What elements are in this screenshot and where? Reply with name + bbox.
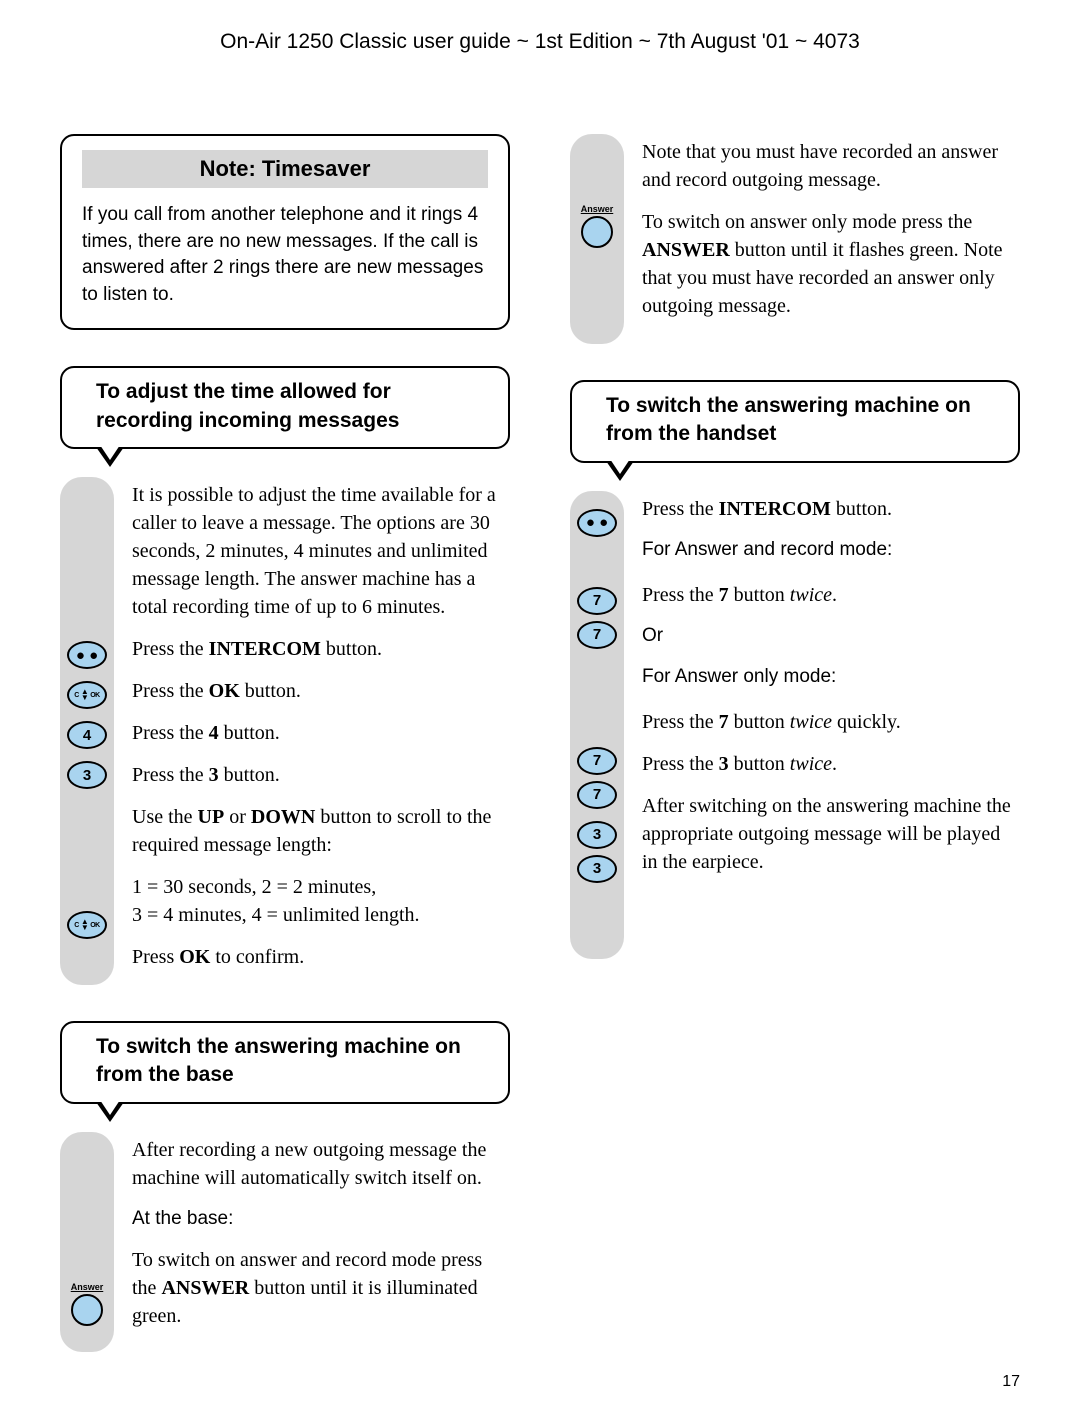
ok-nav-icon-2: C ▲▼ OK [67, 911, 107, 939]
answer-button-icon [71, 1294, 103, 1326]
answer-label: Answer [71, 1282, 104, 1292]
right-top-text: Note that you must have recorded an answ… [642, 134, 1020, 344]
button-7-icon: 7 [577, 747, 617, 775]
right-column: Answer Note that you must have recorded … [570, 134, 1020, 1388]
note-title: Note: Timesaver [82, 150, 488, 188]
section-switch-base: To switch the answering machine on from … [60, 1021, 510, 1352]
section-switch-handset: To switch the answering machine on from … [570, 380, 1020, 959]
note-body: If you call from another telephone and i… [82, 202, 488, 308]
section-title: To adjust the time allowed for recording… [60, 366, 510, 449]
section-title: To switch the answering machine on from … [570, 380, 1020, 463]
section2-text: After recording a new outgoing message t… [132, 1132, 510, 1352]
icon-strip: Answer [60, 1132, 114, 1352]
answer-label: Answer [581, 204, 614, 214]
section-title: To switch the answering machine on from … [60, 1021, 510, 1104]
callout-pointer [606, 461, 634, 481]
icon-strip: Answer [570, 134, 624, 344]
right-top-block: Answer Note that you must have recorded … [570, 134, 1020, 344]
page-number: 17 [1002, 1373, 1020, 1391]
intercom-icon: ● ● [577, 509, 617, 537]
icon-strip: ● ● C ▲▼ OK 4 3 C ▲▼ OK [60, 477, 114, 985]
button-4-icon: 4 [67, 721, 107, 749]
button-7-icon: 7 [577, 781, 617, 809]
section-adjust-time: To adjust the time allowed for recording… [60, 366, 510, 985]
intercom-icon: ● ● [67, 641, 107, 669]
section3-text: Press the INTERCOM button. For Answer an… [642, 491, 1020, 959]
callout-pointer [96, 447, 124, 467]
button-3-icon: 3 [577, 821, 617, 849]
ok-nav-icon: C ▲▼ OK [67, 681, 107, 709]
button-7-icon: 7 [577, 621, 617, 649]
page-header: On-Air 1250 Classic user guide ~ 1st Edi… [60, 30, 1020, 54]
button-3-icon: 3 [67, 761, 107, 789]
button-7-icon: 7 [577, 587, 617, 615]
left-column: Note: Timesaver If you call from another… [60, 134, 510, 1388]
icon-strip: ● ● 7 7 7 7 3 3 [570, 491, 624, 959]
note-timesaver: Note: Timesaver If you call from another… [60, 134, 510, 330]
button-3-icon: 3 [577, 855, 617, 883]
answer-button-icon [581, 216, 613, 248]
section1-text: It is possible to adjust the time availa… [132, 477, 510, 985]
callout-pointer [96, 1102, 124, 1122]
